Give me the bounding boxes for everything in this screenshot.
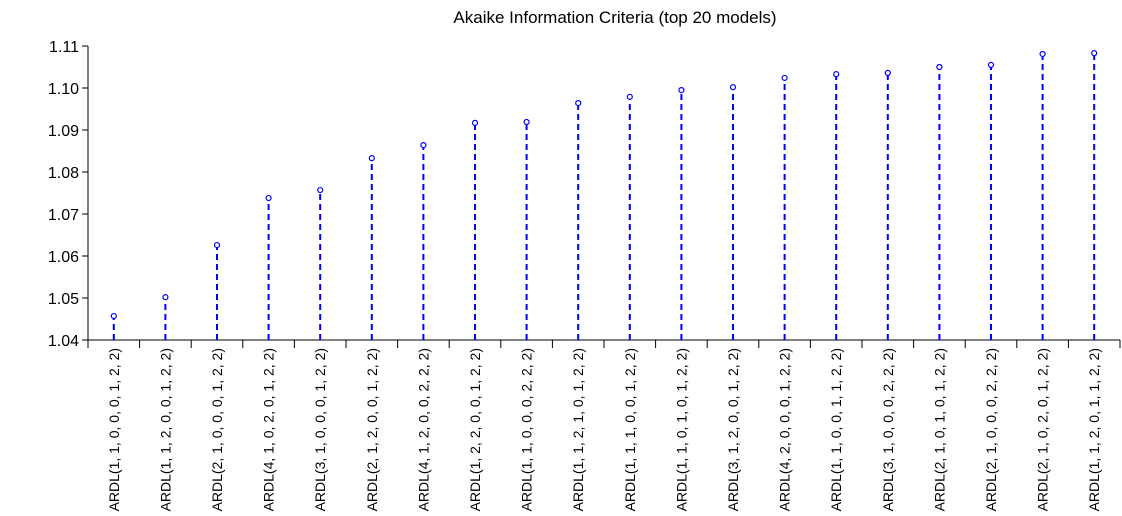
stem-marker	[213, 241, 221, 249]
stem-marker	[833, 71, 840, 78]
y-tick-label: 1.11	[49, 39, 79, 56]
x-tick-label: ARDL(3, 1, 0, 0, 0, 2, 2, 2)	[880, 348, 896, 511]
stem-marker	[420, 142, 427, 149]
x-tick-label: ARDL(4, 2, 0, 0, 0, 1, 2, 2)	[777, 348, 793, 511]
stem-marker	[626, 93, 633, 100]
x-tick-label: ARDL(1, 1, 2, 0, 1, 1, 2, 2)	[1086, 348, 1102, 511]
x-tick-label: ARDL(2, 1, 2, 0, 0, 1, 2, 2)	[364, 348, 380, 511]
x-tick-label: ARDL(1, 2, 2, 0, 0, 1, 2, 2)	[467, 348, 483, 511]
stem-marker	[987, 61, 995, 69]
x-tick-label: ARDL(2, 1, 0, 1, 0, 1, 2, 2)	[931, 348, 947, 511]
chart-title: Akaike Information Criteria (top 20 mode…	[453, 8, 776, 27]
y-tick-label: 1.06	[48, 249, 79, 266]
stem-marker	[1039, 50, 1046, 58]
x-tick-label: ARDL(4, 1, 2, 0, 0, 2, 2, 2)	[415, 348, 431, 511]
x-tick-label: ARDL(1, 1, 1, 0, 0, 1, 2, 2)	[622, 348, 638, 511]
x-tick-label: ARDL(2, 1, 0, 0, 0, 2, 2, 2)	[983, 348, 999, 511]
stem-marker	[162, 294, 169, 301]
stem-marker	[678, 86, 685, 94]
x-tick-label: ARDL(1, 1, 0, 1, 0, 1, 2, 2)	[673, 348, 689, 511]
x-tick-label: ARDL(3, 1, 2, 0, 0, 1, 2, 2)	[725, 348, 741, 511]
stem-marker	[575, 100, 582, 107]
x-tick-label: ARDL(2, 1, 0, 2, 0, 1, 2, 2)	[1035, 348, 1051, 511]
y-tick-label: 1.10	[48, 81, 79, 98]
stem-marker	[265, 194, 272, 202]
y-tick-label: 1.08	[48, 165, 79, 182]
stem-marker	[1091, 50, 1098, 57]
x-tick-label: ARDL(1, 1, 0, 0, 0, 1, 2, 2)	[106, 348, 122, 511]
y-tick-label: 1.07	[48, 207, 79, 224]
x-tick-label: ARDL(4, 1, 0, 2, 0, 1, 2, 2)	[261, 348, 277, 511]
stem-marker	[317, 186, 324, 194]
x-tick-label: ARDL(3, 1, 0, 0, 0, 1, 2, 2)	[312, 348, 328, 511]
stem-marker	[729, 84, 737, 91]
stem-marker	[368, 155, 375, 162]
x-tick-label: ARDL(1, 1, 2, 1, 0, 1, 2, 2)	[570, 348, 586, 511]
stem-marker	[523, 118, 530, 126]
stem-marker	[471, 119, 479, 126]
x-tick-label: ARDL(1, 1, 0, 0, 0, 2, 2, 2)	[519, 348, 535, 511]
stem-marker	[781, 74, 788, 82]
stem-marker	[884, 69, 891, 76]
x-tick-label: ARDL(1, 1, 0, 0, 1, 1, 2, 2)	[828, 348, 844, 511]
y-tick-label: 1.04	[48, 333, 79, 350]
y-tick-label: 1.09	[48, 123, 79, 140]
y-tick-label: 1.05	[48, 291, 79, 308]
stem-marker	[936, 63, 943, 71]
x-tick-label: ARDL(2, 1, 0, 0, 0, 1, 2, 2)	[209, 348, 225, 511]
x-tick-label: ARDL(1, 1, 2, 0, 0, 1, 2, 2)	[157, 348, 173, 511]
stem-marker	[110, 312, 117, 320]
